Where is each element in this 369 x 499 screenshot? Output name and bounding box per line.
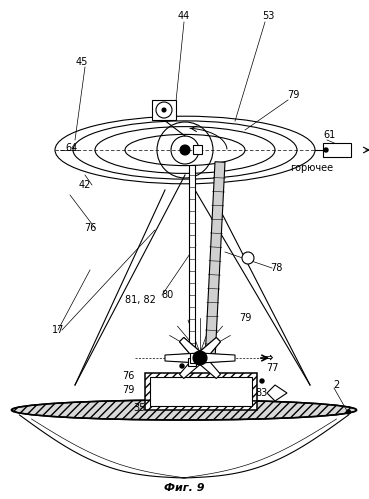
Bar	[189, 165, 195, 360]
Bar	[145, 373, 257, 410]
Text: Фиг. 9: Фиг. 9	[164, 483, 204, 493]
Circle shape	[324, 148, 328, 152]
Text: 79: 79	[287, 90, 299, 100]
Text: 42: 42	[79, 180, 91, 190]
Circle shape	[180, 364, 184, 368]
Text: горючее: горючее	[290, 163, 334, 173]
Bar	[188, 358, 196, 366]
Bar	[190, 353, 198, 363]
Polygon shape	[179, 337, 204, 362]
Text: 61: 61	[324, 130, 336, 140]
Polygon shape	[165, 353, 200, 363]
Text: 76: 76	[84, 223, 96, 233]
Polygon shape	[200, 353, 235, 363]
Circle shape	[346, 410, 351, 414]
Text: 81, 82: 81, 82	[125, 295, 155, 305]
Text: 53: 53	[262, 11, 274, 21]
Text: 76: 76	[122, 371, 134, 381]
Text: 2: 2	[333, 380, 339, 390]
Text: ⇒: ⇒	[263, 351, 273, 364]
Circle shape	[242, 252, 254, 264]
Ellipse shape	[11, 400, 356, 420]
Bar	[323, 143, 351, 157]
Circle shape	[260, 379, 264, 383]
Text: 45: 45	[76, 57, 88, 67]
Polygon shape	[179, 354, 204, 379]
Text: 83: 83	[256, 388, 268, 398]
Text: 78: 78	[270, 263, 282, 273]
Bar	[193, 145, 202, 154]
Bar	[152, 100, 176, 120]
Polygon shape	[196, 337, 221, 362]
Polygon shape	[200, 353, 226, 363]
Text: 80: 80	[161, 290, 173, 300]
Polygon shape	[174, 353, 200, 363]
Text: 79: 79	[239, 313, 251, 323]
Text: 35: 35	[134, 403, 146, 413]
Bar	[150, 377, 252, 406]
Text: 79: 79	[122, 385, 134, 395]
Text: 77: 77	[266, 363, 278, 373]
Polygon shape	[196, 354, 221, 379]
Circle shape	[162, 108, 166, 112]
Text: 44: 44	[178, 11, 190, 21]
Text: 64: 64	[66, 143, 78, 153]
Text: 17: 17	[52, 325, 64, 335]
Polygon shape	[179, 337, 204, 362]
Polygon shape	[205, 162, 225, 360]
Circle shape	[180, 145, 190, 155]
Polygon shape	[267, 385, 287, 401]
Polygon shape	[196, 337, 221, 362]
Circle shape	[193, 351, 207, 365]
